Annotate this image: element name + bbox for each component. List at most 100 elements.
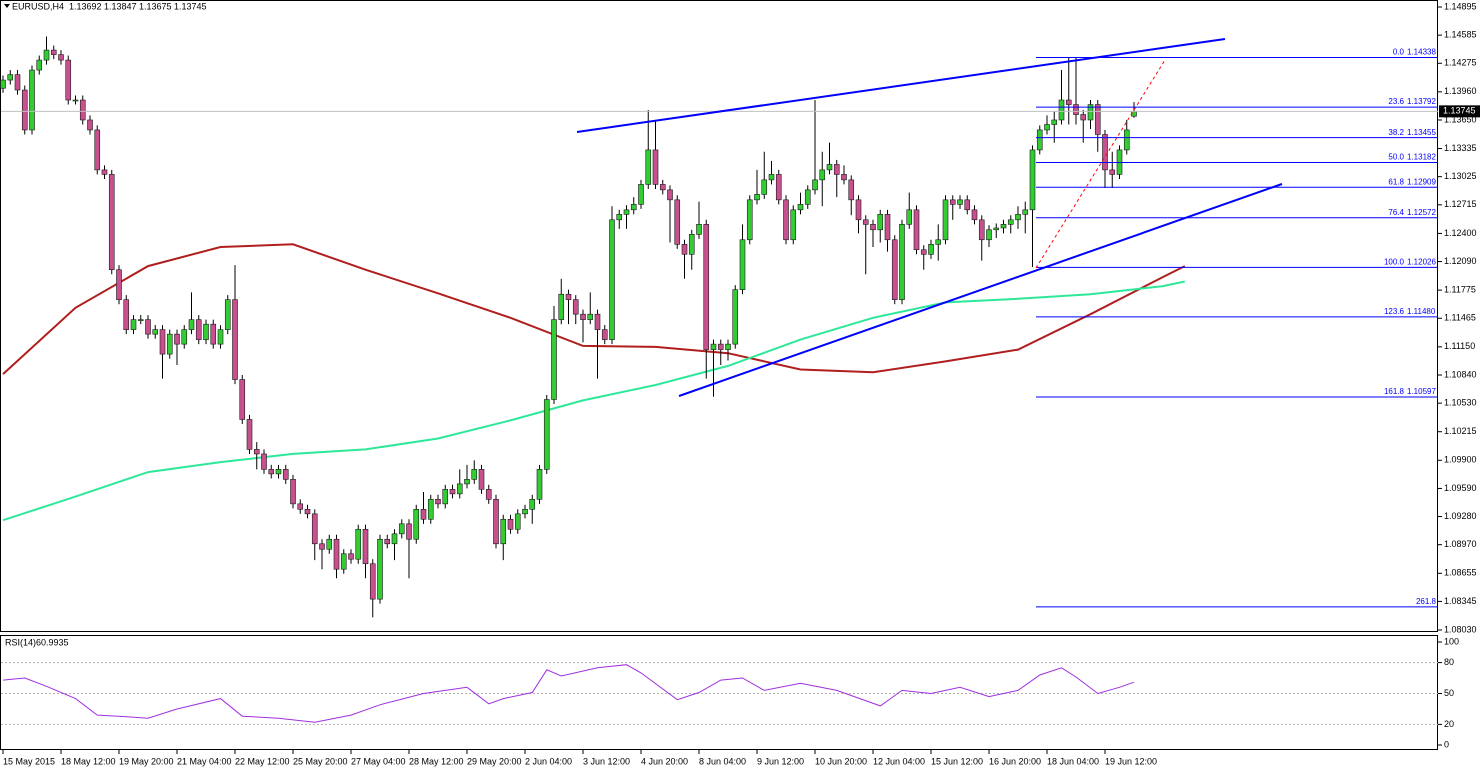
candle-body	[130, 319, 137, 330]
candle-body	[210, 323, 217, 345]
candle-body	[145, 319, 151, 335]
ohlc-high: 1.13847	[104, 1, 137, 11]
candle-body	[36, 59, 43, 71]
fibo-price-label: 1.14338	[1407, 48, 1436, 57]
candle-body	[1007, 219, 1014, 225]
current-price-label: 1.13745	[1443, 106, 1476, 116]
y-tick-label: 1.10215	[1444, 426, 1477, 436]
candle-body	[413, 509, 420, 540]
main-pane	[0, 0, 1438, 632]
candle-body	[1015, 214, 1021, 221]
candle-body	[978, 219, 985, 241]
candle-body	[899, 224, 905, 300]
candle-body	[311, 513, 318, 545]
candle-body	[384, 538, 391, 545]
candle-body	[304, 509, 311, 515]
candle-body	[1029, 149, 1036, 211]
ohlc-low: 1.13675	[139, 1, 172, 11]
moving-average	[2, 243, 1186, 375]
symbol: EURUSD,H4	[12, 1, 64, 11]
candle-body	[652, 149, 659, 185]
candle-body	[340, 553, 347, 570]
rsi-tick-label: 80	[1444, 657, 1454, 667]
y-tick-label: 1.08030	[1444, 624, 1477, 634]
candle-body	[478, 469, 485, 490]
rsi-tick-label: 50	[1444, 688, 1454, 698]
candle-body	[232, 299, 238, 380]
y-tick-label: 1.13650	[1444, 114, 1477, 124]
candle-body	[819, 169, 826, 181]
candle-body	[986, 229, 992, 241]
candle-body	[514, 513, 521, 530]
candle-body	[355, 528, 362, 560]
y-tick-label: 1.12090	[1444, 256, 1477, 266]
ohlc-close: 1.13745	[174, 1, 207, 11]
candle-body	[297, 503, 304, 510]
candle-body	[195, 319, 202, 340]
x-tick-label: 15 Jun 12:00	[931, 756, 983, 766]
x-tick-label: 4 Jun 20:00	[641, 756, 688, 766]
moving-average	[2, 280, 1186, 522]
y-tick-label: 1.09590	[1444, 483, 1477, 493]
candle-body	[717, 343, 724, 350]
candle-body	[783, 199, 789, 241]
candle-body	[362, 528, 369, 565]
candle-body	[174, 333, 180, 345]
candle-body	[659, 184, 666, 191]
x-tick-label: 27 May 04:00	[351, 756, 406, 766]
candle-body	[94, 129, 101, 171]
candle-body	[725, 343, 731, 350]
marks: 0.0 1.14338 23.6 1.13792 38.2 1.13455 50.0 1.13…	[0, 36, 1438, 725]
candle-body	[935, 239, 942, 245]
candle-body	[638, 184, 644, 205]
x-tick-label: 12 Jun 04:00	[873, 756, 925, 766]
candle-body	[485, 489, 492, 500]
candle-body	[855, 199, 862, 221]
candle-body	[203, 323, 209, 340]
candle-body	[841, 174, 847, 181]
candle-body	[957, 199, 963, 205]
candle-body	[565, 293, 572, 300]
candle-body	[123, 299, 130, 330]
candle-body	[1058, 99, 1065, 121]
candle-body	[1094, 104, 1101, 135]
candle-body	[877, 214, 884, 231]
fibo-level-label: 50.0	[1388, 153, 1404, 162]
candle-body	[72, 99, 79, 102]
y-tick-label: 1.13025	[1444, 171, 1477, 181]
candle-body	[224, 299, 231, 330]
fibo-price-label: 1.12572	[1407, 208, 1436, 217]
y-tick-label: 1.14585	[1444, 29, 1477, 39]
candle-body	[369, 563, 376, 600]
candle-body	[1044, 124, 1050, 131]
candle-body	[623, 209, 630, 215]
candle-body	[1051, 119, 1058, 125]
y-tick-label: 1.11150	[1444, 341, 1475, 351]
candle-body	[493, 499, 499, 545]
candle-body	[449, 489, 456, 495]
menu-triangle[interactable]	[4, 4, 10, 8]
candle-body	[884, 214, 891, 241]
candle-body	[1109, 169, 1116, 175]
candle-body	[1073, 104, 1079, 115]
candle-body	[456, 483, 463, 495]
candle-body	[949, 199, 956, 205]
candle-body	[551, 319, 557, 400]
trend-line	[678, 183, 1283, 397]
candle-body	[108, 174, 115, 271]
candle-body	[667, 189, 673, 201]
candle-body	[696, 224, 702, 235]
candle-body	[166, 333, 173, 355]
candle-body	[1065, 99, 1072, 105]
x-tick-label: 3 Jun 12:00	[583, 756, 630, 766]
y-tick-label: 1.10840	[1444, 369, 1477, 379]
candle-body	[797, 204, 804, 211]
candle-body	[942, 199, 949, 241]
rsi-title: RSI(14)	[5, 637, 36, 647]
x-tick-label: 9 Jun 12:00	[757, 756, 804, 766]
trend-line	[576, 38, 1226, 133]
candle-body	[609, 219, 615, 340]
fibo-level-label: 123.6	[1384, 307, 1405, 316]
y-tick-label: 1.14895	[1444, 1, 1477, 11]
